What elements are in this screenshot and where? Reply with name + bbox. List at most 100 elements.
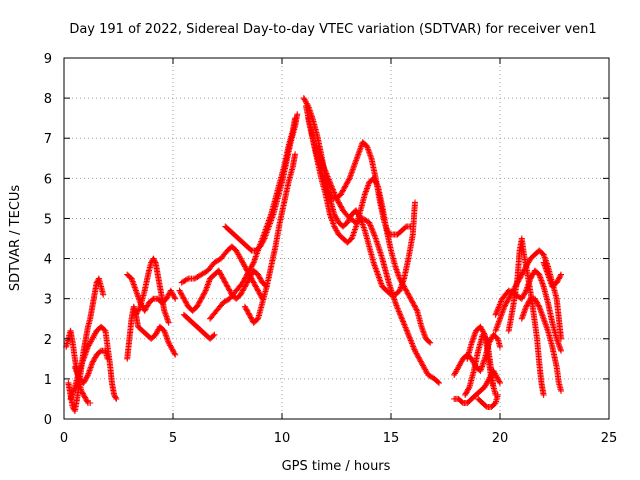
data-point	[104, 355, 111, 362]
data-point	[400, 282, 407, 289]
y-tick-label: 1	[44, 373, 52, 388]
data-point	[82, 394, 89, 401]
data-point	[370, 229, 377, 236]
data-point	[401, 321, 408, 328]
data-point	[167, 342, 174, 349]
data-point	[113, 395, 120, 402]
data-point	[490, 383, 497, 390]
data-point	[409, 342, 416, 348]
data-point	[494, 307, 501, 314]
series-arc-27	[540, 259, 564, 290]
data-point	[492, 311, 499, 318]
y-tick-label: 7	[44, 132, 52, 147]
data-point	[555, 275, 562, 282]
series-arc-9	[180, 311, 218, 342]
data-point	[337, 191, 344, 198]
data-point	[399, 317, 406, 324]
data-point	[523, 302, 530, 309]
data-point	[452, 369, 459, 376]
data-point	[259, 239, 266, 246]
axis-ticks: 0 5 10 15 20 25 0 1 2 3 4 5 6 7 8 9	[44, 52, 618, 446]
data-point	[413, 306, 420, 313]
data-point	[196, 299, 203, 306]
data-point	[166, 341, 173, 348]
data-point	[304, 101, 311, 108]
series-arc-4	[71, 347, 111, 386]
data-point	[403, 287, 410, 294]
data-point	[202, 289, 208, 295]
data-point	[373, 180, 380, 187]
data-point	[249, 260, 256, 267]
data-point	[402, 324, 409, 331]
data-point	[406, 294, 413, 301]
data-point	[79, 390, 86, 397]
data-point	[482, 403, 489, 409]
data-point	[531, 295, 538, 302]
series-arc-22	[475, 391, 501, 410]
data-point	[521, 291, 527, 298]
data-point	[501, 303, 508, 310]
data-point	[371, 176, 378, 183]
data-point	[422, 367, 429, 374]
data-point	[324, 172, 330, 179]
y-tick-label: 6	[44, 172, 52, 187]
data-point	[211, 331, 218, 338]
plot-frame	[63, 57, 610, 420]
data-point	[85, 343, 91, 350]
data-point	[239, 287, 246, 294]
series-arc-5	[124, 303, 179, 362]
data-point	[417, 357, 424, 364]
data-point	[243, 272, 250, 279]
data-point	[258, 240, 265, 247]
data-point	[223, 282, 230, 289]
data-point	[210, 332, 217, 339]
data-point	[495, 304, 502, 311]
data-point	[422, 366, 429, 373]
series-arc-26	[518, 295, 564, 394]
data-point	[141, 307, 148, 314]
data-point	[458, 358, 465, 365]
data-point	[366, 219, 373, 226]
data-point	[480, 329, 487, 336]
data-point	[292, 151, 299, 158]
data-point	[90, 333, 97, 340]
data-point	[256, 290, 263, 297]
data-point	[341, 184, 348, 191]
data-point	[427, 339, 434, 346]
data-point	[240, 286, 247, 293]
data-point	[218, 271, 224, 278]
data-point	[396, 309, 403, 316]
data-point	[133, 310, 140, 317]
data-point	[199, 293, 206, 299]
data-point	[420, 362, 426, 369]
data-point	[328, 182, 335, 189]
data-point	[136, 305, 143, 311]
data-point	[534, 299, 541, 306]
data-point	[326, 177, 333, 184]
data-point	[171, 294, 178, 301]
data-point	[411, 346, 418, 353]
data-point	[100, 291, 107, 298]
data-point	[335, 199, 342, 206]
data-point	[226, 286, 232, 293]
x-axis-label: GPS time / hours	[282, 459, 391, 474]
data-point	[245, 310, 252, 317]
data-point	[374, 182, 381, 188]
data-point	[398, 278, 405, 285]
data-point	[182, 298, 189, 305]
data-point	[302, 97, 309, 104]
data-point	[172, 351, 179, 358]
x-tick-label: 10	[274, 431, 291, 446]
data-point	[558, 387, 564, 394]
data-point	[247, 274, 254, 281]
series-arc-19	[451, 367, 503, 406]
data-point	[248, 275, 255, 282]
data-point	[178, 290, 184, 297]
data-point	[172, 295, 179, 302]
data-point	[455, 363, 462, 370]
series-arc-16	[305, 115, 434, 346]
data-point	[169, 290, 176, 297]
data-point	[394, 304, 401, 311]
series-arc-8	[176, 267, 270, 314]
